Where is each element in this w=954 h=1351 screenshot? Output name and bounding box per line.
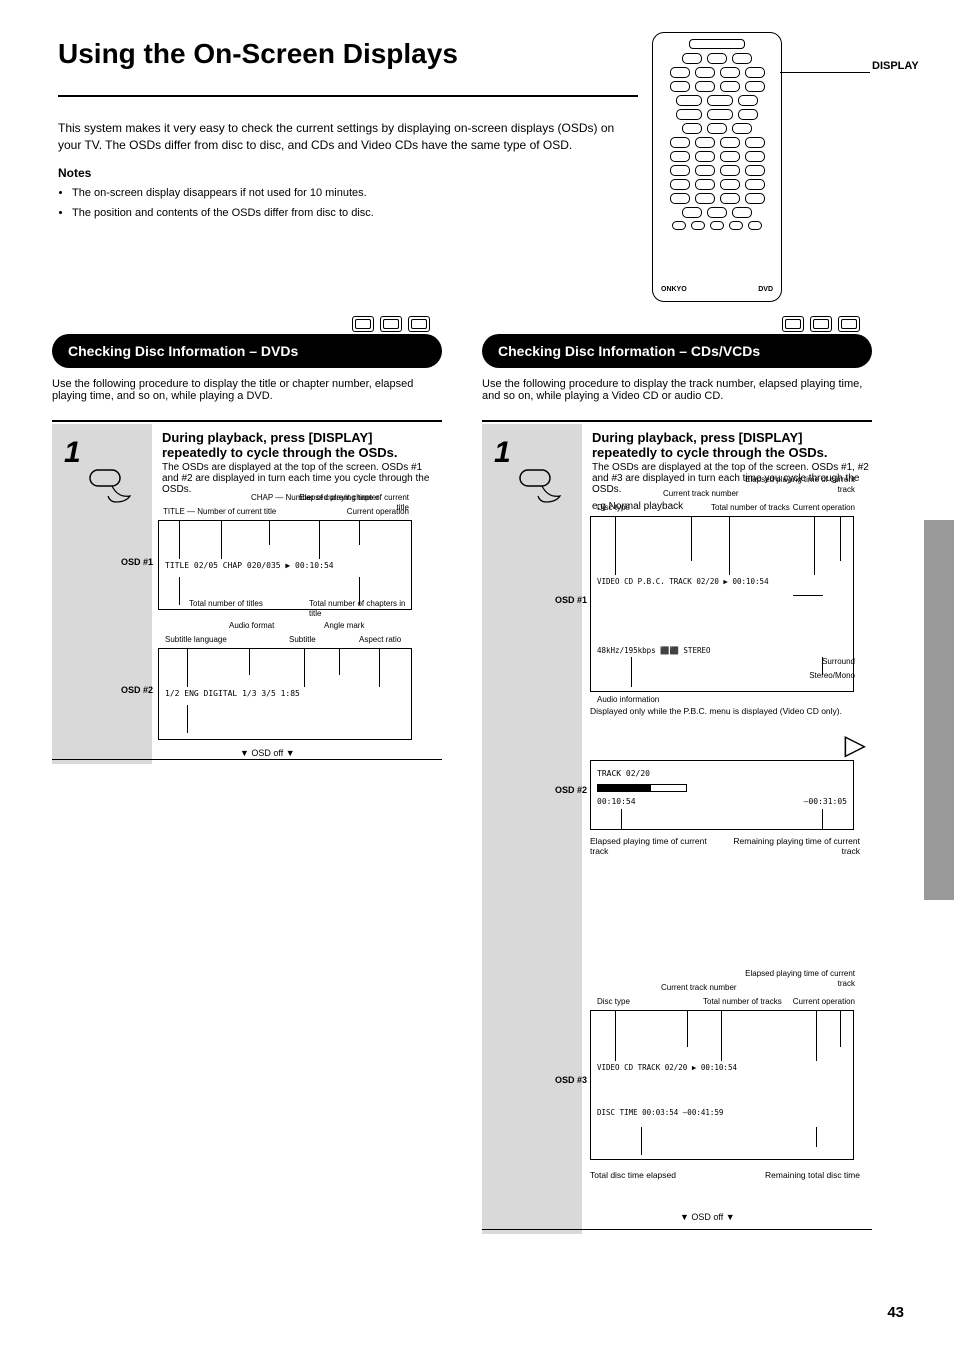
disc-icon [782,316,804,332]
callout: Audio format [229,621,274,631]
osd-off-b: ▼ OSD off ▼ [680,1212,735,1222]
cd-osd3-c6: Total disc time elapsed [590,1170,720,1180]
callout: Aspect ratio [359,635,401,645]
callout: Subtitle [289,635,316,645]
remote-illustration: ONKYODVD [652,32,782,302]
step-number: 1 [494,436,511,470]
callout: Total number of chapters in title [309,599,411,618]
disc-icon [408,316,430,332]
section-desc-cd: Use the following procedure to display t… [482,378,872,402]
callout: TITLE — Number of current title [163,507,276,517]
callout: Surround [822,657,855,667]
section-header-cd: Checking Disc Information – CDs/VCDs [482,334,872,368]
step-headline: During playback, press [DISPLAY] repeate… [592,430,870,460]
step-number: 1 [64,436,81,470]
cd-osd3-hdr: VIDEO CD TRACK 02/20 ▶ 00:10:54 [591,1011,853,1072]
note-item: The on-screen display disappears if not … [72,186,638,202]
progress-bar-icon [597,784,687,792]
cd-osd2-elapsed: 00:10:54 [597,797,636,807]
osd2-tag: OSD #2 [555,785,587,796]
cd-osd3-c7: Remaining total disc time [730,1170,860,1180]
remote-callout-label: DISPLAY [872,60,919,72]
callout: Subtitle language [165,635,227,645]
step-sub: The OSDs are displayed at the top of the… [162,462,440,495]
osd1-tag: OSD #1 [555,595,587,606]
cd-osd2-c1: Elapsed playing time of current track [590,836,720,856]
cd-osd2-box: OSD #2 TRACK 02/20 00:10:54 –00:31:05 [590,760,854,830]
dvd-osd2-row: 1/2 ENG DIGITAL 1/3 3/5 1:85 [159,649,411,699]
disc-icon [380,316,402,332]
disc-icon [810,316,832,332]
note-item: The position and contents of the OSDs di… [72,206,638,222]
callout: Disc type [597,503,630,513]
dvd-osd1-box: OSD #1 TITLE 02/05 CHAP 020/035 ▶ 00:10:… [158,520,412,610]
notes-heading: Notes [58,165,638,182]
callout: Total number of tracks [711,503,790,513]
cd-osd3-row2: DISC TIME 00:03:54 –00:41:59 [591,1072,853,1117]
callout: Current operation [793,997,855,1007]
callout: Angle mark [324,621,364,631]
cd-osd1-note: Displayed only while the P.B.C. menu is … [590,706,854,716]
osd2-tag: OSD #2 [121,685,153,696]
callout: Elapsed playing time of current track [745,475,855,494]
disc-icon [838,316,860,332]
callout: Current operation [793,503,855,513]
press-button-icon [518,468,566,504]
osd1-tag: OSD #1 [121,557,153,568]
section-desc-dvd: Use the following procedure to display t… [52,378,442,402]
osd-off-a: ▼ OSD off ▼ [240,748,295,758]
section-header-dvd: Checking Disc Information – DVDs [52,334,442,368]
osd3-tag: OSD #3 [555,1075,587,1086]
section-header-dvd-label: Checking Disc Information – DVDs [68,343,298,359]
callout: Total number of tracks [703,997,782,1007]
cd-osd2-c2: Remaining playing time of current track [730,836,860,856]
cd-osd1-box: OSD #1 VIDEO CD P.B.C. TRACK 02/20 ▶ 00:… [590,516,854,692]
intro-text: This system makes it very easy to check … [58,120,638,155]
callout: Disc type [597,997,630,1007]
callout: Current track number [661,983,737,993]
cd-osd3-box: OSD #3 VIDEO CD TRACK 02/20 ▶ 00:10:54 D… [590,1010,854,1160]
step-headline: During playback, press [DISPLAY] repeate… [162,430,440,460]
callout: Elapsed playing time of current title [289,493,409,512]
page-number: 43 [887,1304,904,1321]
remote-leader-line [780,72,870,73]
callout: Current track number [663,489,739,499]
callout: Stereo/Mono [809,671,855,681]
page-title: Using the On-Screen Displays [58,38,458,70]
section-header-cd-label: Checking Disc Information – CDs/VCDs [498,343,760,359]
cd-osd2-remain: –00:31:05 [804,797,847,807]
callout: Audio information [597,695,659,705]
intro-block: This system makes it very easy to check … [58,120,638,222]
disc-icon [352,316,374,332]
callout: Total number of titles [189,599,263,609]
dvd-osd1-row: TITLE 02/05 CHAP 020/035 ▶ 00:10:54 [159,521,411,571]
side-tab [924,520,954,900]
dvd-osd2-box: OSD #2 1/2 ENG DIGITAL 1/3 3/5 1:85 Subt… [158,648,412,740]
press-button-icon [88,468,136,504]
cd-osd2-row: TRACK 02/20 [591,761,853,779]
cd-osd1-row2: 48kHz/195kbps ⬛⬛ STEREO [591,586,853,655]
header-rule [58,95,638,97]
callout: Elapsed playing time of current track [745,969,855,988]
